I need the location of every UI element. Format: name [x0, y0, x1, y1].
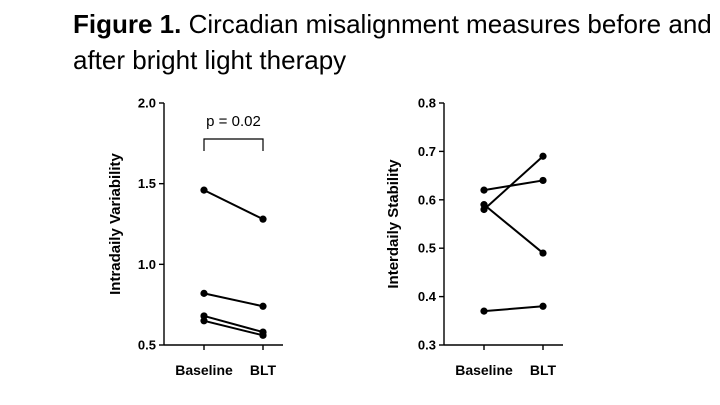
y-tick-label: 0.5 [138, 338, 156, 353]
y-tick-label: 1.5 [138, 176, 156, 191]
y-tick-label: 0.6 [418, 192, 436, 207]
data-point [480, 186, 488, 194]
y-tick-label: 0.4 [418, 289, 437, 304]
series-line [203, 319, 264, 337]
series-line [203, 189, 264, 221]
series-4 [200, 317, 267, 339]
y-tick-label: 1.0 [138, 257, 156, 272]
y-tick-label: 2.0 [138, 96, 156, 111]
x-tick-label: BLT [250, 362, 277, 378]
x-tick-label: BLT [530, 362, 557, 378]
series-line [483, 155, 544, 211]
data-point [539, 176, 547, 185]
series-4 [480, 302, 547, 315]
data-point [480, 307, 488, 315]
y-tick-label: 0.7 [418, 144, 436, 159]
data-point [539, 302, 547, 310]
figure-label: Figure 1. [73, 9, 182, 39]
significance-bracket [203, 138, 264, 151]
figure-title: Figure 1. Circadian misalignment measure… [73, 6, 713, 78]
data-point [259, 215, 267, 223]
y-axis-label: Interdaily Stability [385, 159, 402, 289]
y-tick-label: 0.3 [418, 338, 436, 353]
chart-2: 0.3 0.4 0.5 0.6 0.7 0.8 Baseline BLT Interdaily … [385, 96, 563, 378]
series-line [483, 203, 544, 254]
data-point [259, 302, 267, 310]
series-line [483, 179, 544, 192]
y-axis-label: Intradaily Variability [107, 152, 124, 294]
x-tick-label: Baseline [175, 362, 233, 378]
data-point [259, 331, 267, 339]
data-point [480, 205, 488, 214]
data-point [200, 186, 208, 194]
series-2 [200, 289, 267, 310]
series-3 [200, 312, 267, 336]
chart-1: 0.5 1.0 1.5 2.0 Baseline BLT Intradaily Variab… [107, 96, 283, 378]
series-3 [480, 152, 547, 214]
x-tick-label: Baseline [455, 362, 513, 378]
data-point [539, 249, 547, 257]
figure-caption: Circadian misalignment measures before a… [73, 9, 712, 75]
data-point [200, 317, 208, 325]
data-point [200, 289, 208, 297]
series-line [203, 314, 264, 334]
series-1 [200, 186, 267, 223]
p-value-annotation: p = 0.02 [206, 113, 261, 130]
data-point [539, 152, 547, 160]
y-tick-label: 0.5 [418, 241, 436, 256]
series-line [483, 305, 544, 313]
series-line [203, 292, 264, 308]
y-tick-label: 0.8 [418, 96, 436, 111]
series-2 [480, 201, 547, 257]
series-1 [480, 176, 547, 194]
